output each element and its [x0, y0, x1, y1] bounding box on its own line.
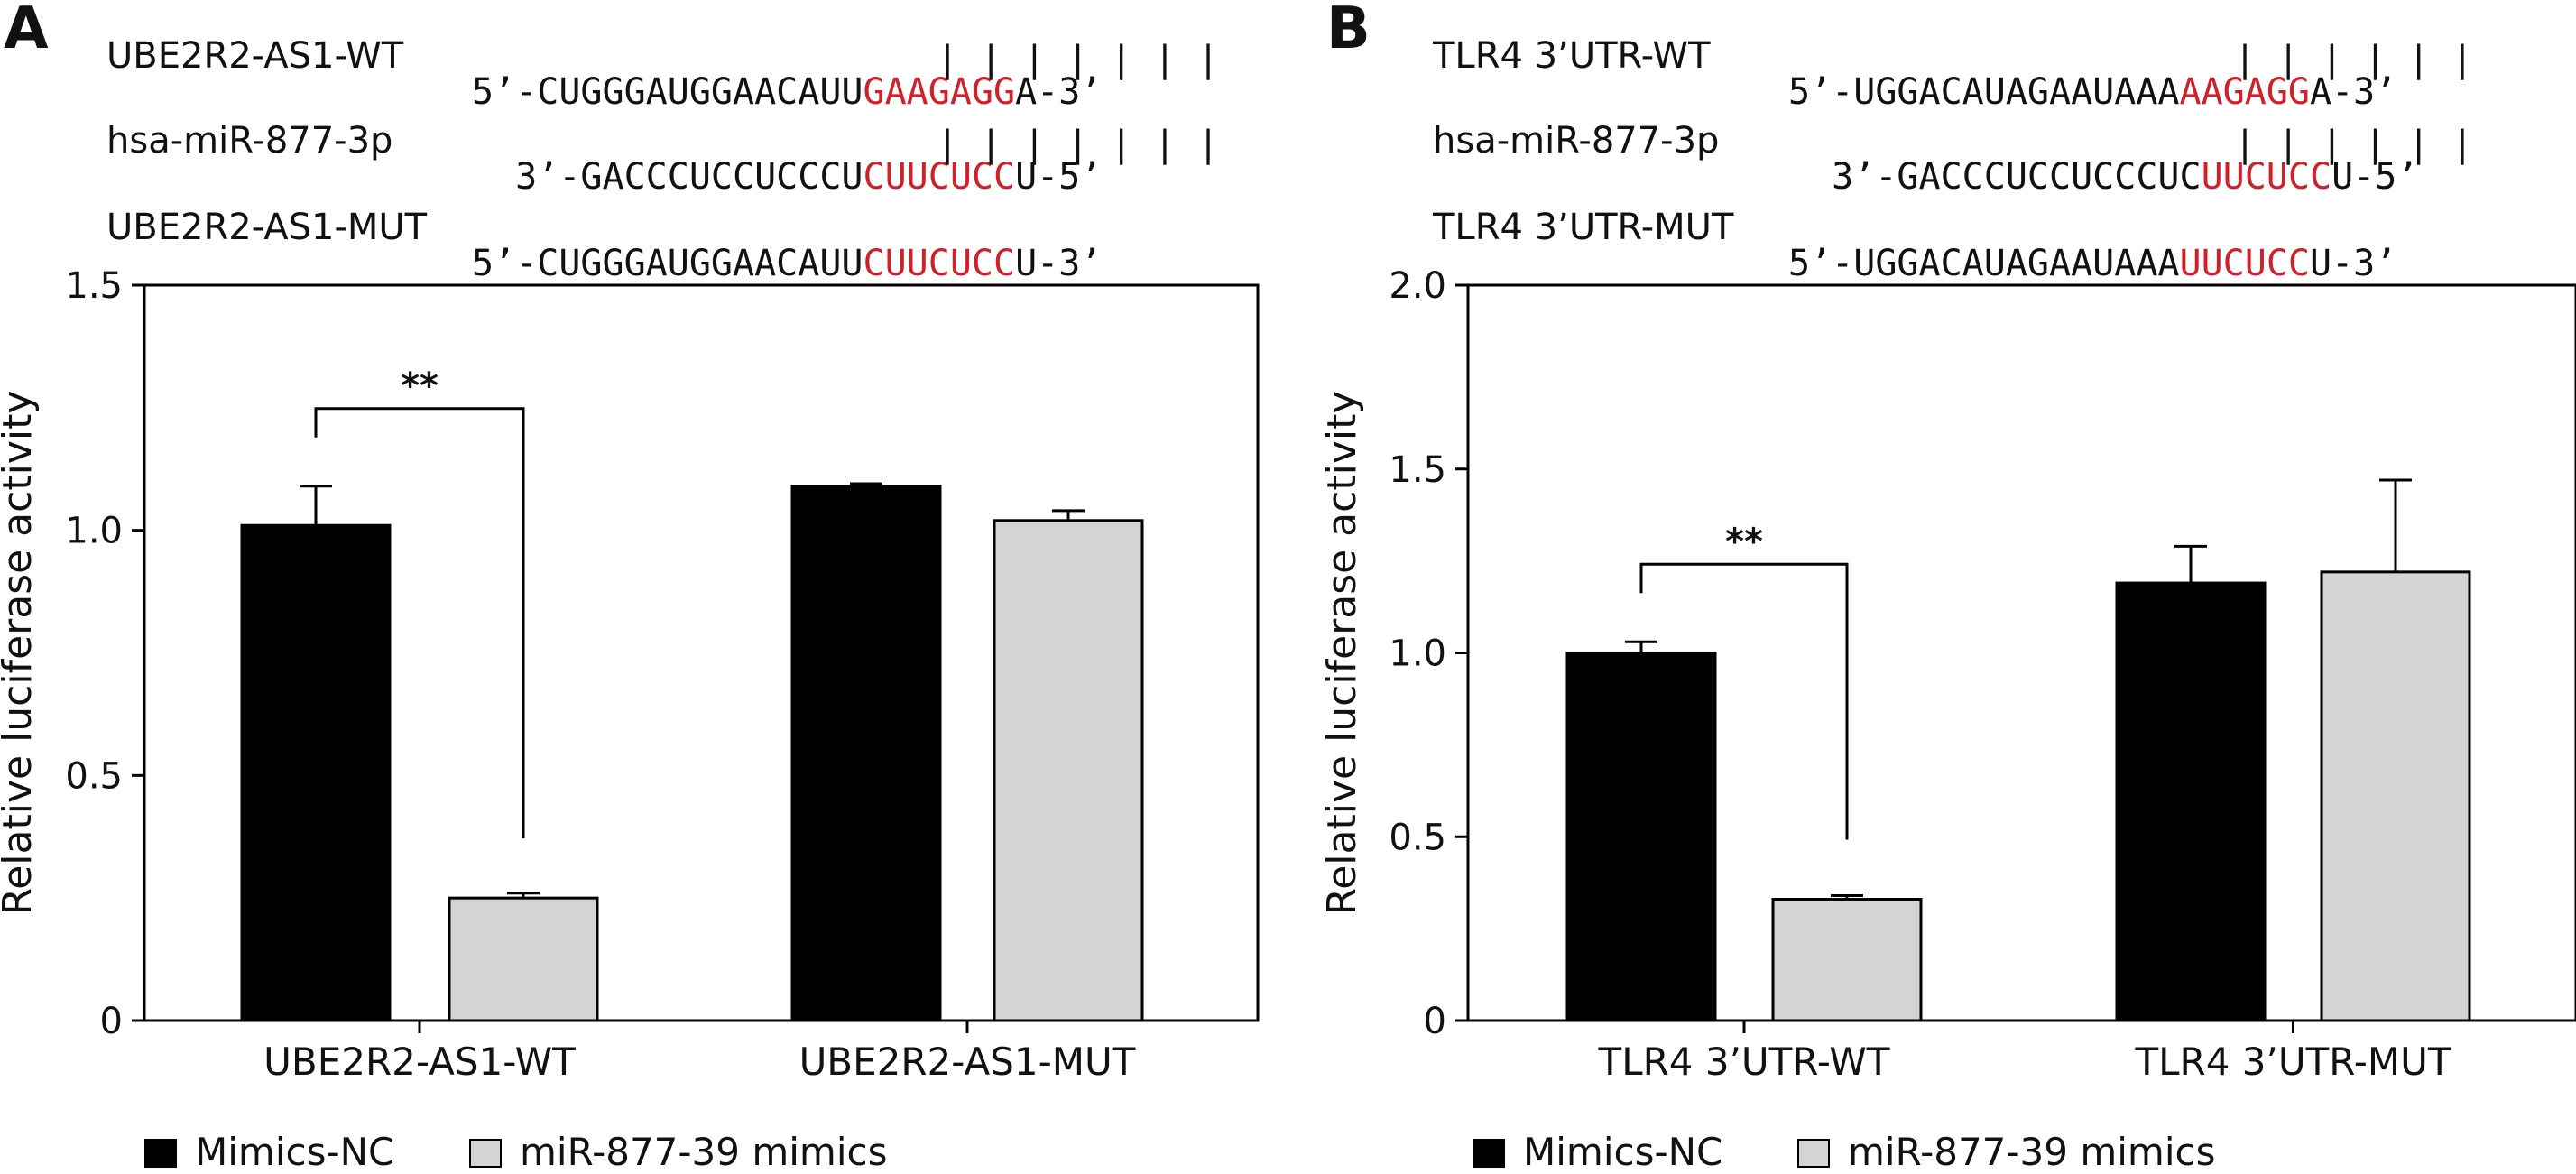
sequence-text: 5’-UGGACAUAGAAUAAAAAGAGGA-3’ [1788, 74, 2396, 110]
sequence-row-mut: UBE2R2-AS1-MUT 5’-CUGGGAUGGAACAUUCUUCUCC… [106, 173, 1102, 318]
x-tick-label: TLR4 3’UTR-WT [1598, 1040, 1890, 1084]
sequence-prefix: 5’-UGGACAUAGAAUAAA [1788, 243, 2180, 284]
legend-label: Mimics-NC [1523, 1130, 1723, 1174]
bar-chart-a: UBE2R2-AS1-WT UBE2R2-AS1-MUT 0 0.5 1.0 1.5 Rel… [0, 265, 1260, 1084]
bar [1565, 652, 1717, 1022]
sequence-label: UBE2R2-AS1-MUT [106, 207, 428, 248]
sequence-row-wt: TLR4 3’UTR-WT 5’-UGGACAUAGAAUAAAAAGAGGA-… [1433, 2, 2396, 146]
significance-bracket [1639, 562, 1849, 840]
legend-swatch [144, 1139, 177, 1168]
pair-marks-top: | | | | | | [2234, 39, 2473, 80]
y-tick-label: 1.0 [65, 511, 123, 552]
sequence-row-mirna: hsa-miR-877-3p 3’-GACCCUCCUCCCUCUUCUCCU-… [1433, 87, 2418, 231]
bar [993, 519, 1144, 1022]
y-tick-label: 0 [100, 1001, 123, 1042]
x-tick-label: TLR4 3’UTR-MUT [2134, 1040, 2451, 1084]
sequence-text: 3’-GACCCUCCUCCCUCUUCUCCU-5’ [472, 159, 1102, 195]
panel-letter: B [1326, 0, 1371, 62]
pair-marks-bottom: | | | | | | [2234, 124, 2473, 165]
bar [1771, 898, 1923, 1022]
sequence-suffix: U-3’ [2309, 243, 2397, 284]
sequence-label: hsa-miR-877-3p [1433, 120, 1720, 162]
legend-label: Mimics-NC [195, 1130, 395, 1174]
x-tick-label: UBE2R2-AS1-MUT [799, 1040, 1136, 1084]
sequence-text: 5’-CUGGGAUGGAACAUUGAAGAGGA-3’ [472, 74, 1102, 110]
sequence-row-wt: UBE2R2-AS1-WT 5’-CUGGGAUGGAACAUUGAAGAGGA… [106, 2, 1102, 146]
sequence-prefix: 5’-UGGACAUAGAAUAAA [1788, 71, 2180, 113]
panel-b: B TLR4 3’UTR-WT 5’-UGGACAUAGAAUAAAAAGAGG… [1323, 0, 2576, 1174]
sequence-prefix: 5’-CUGGGAUGGAACAUU [472, 243, 863, 284]
sequence-text: 5’-UGGACAUAGAAUAAAUUCUCCU-3’ [1788, 245, 2396, 282]
y-tick-label: 0 [1424, 1001, 1446, 1042]
bar [790, 485, 942, 1022]
y-axis-label: Relative luciferase activity [1323, 391, 1365, 916]
binding-site: GAAGAGG [863, 71, 1016, 113]
sequence-suffix: U-5’ [1015, 156, 1103, 198]
sequence-row-mut: TLR4 3’UTR-MUT 5’-UGGACAUAGAAUAAAUUCUCCU… [1433, 173, 2396, 318]
bar [240, 523, 392, 1022]
bar-chart-b: TLR4 3’UTR-WT TLR4 3’UTR-MUT 0 0.5 1.0 1.5 2.0… [1323, 265, 2576, 1084]
sequence-label: UBE2R2-AS1-WT [106, 35, 404, 77]
sequence-text: 5’-CUGGGAUGGAACAUUCUUCUCCU-3’ [472, 245, 1102, 282]
bar [2320, 570, 2471, 1022]
significance-label: ** [401, 365, 439, 407]
sequence-suffix: A-3’ [2309, 71, 2397, 113]
sequence-label: TLR4 3’UTR-MUT [1433, 207, 1734, 248]
sequence-label: TLR4 3’UTR-WT [1433, 35, 1711, 77]
binding-site: UUCUCC [2201, 156, 2332, 198]
sequence-suffix: A-3’ [1015, 71, 1103, 113]
plot-frame [143, 283, 1260, 1022]
legend-label: miR-877-39 mimics [1848, 1130, 2216, 1174]
significance-bracket [314, 407, 525, 839]
x-tick-label: UBE2R2-AS1-WT [263, 1040, 576, 1084]
legend-label: miR-877-39 mimics [520, 1130, 888, 1174]
binding-site: AAGAGG [2179, 71, 2310, 113]
binding-site: CUUCUCC [863, 156, 1016, 198]
legend-swatch [1797, 1139, 1830, 1168]
y-tick-label: 1.0 [1389, 633, 1446, 675]
y-tick-label: 0.5 [65, 755, 123, 797]
sequence-text: 3’-GACCCUCCUCCCUCUUCUCCU-5’ [1788, 159, 2418, 195]
sequence-suffix: U-3’ [1015, 243, 1103, 284]
binding-site: UUCUCC [2179, 243, 2310, 284]
sequence-prefix: 5’-CUGGGAUGGAACAUU [472, 71, 863, 113]
bar [448, 896, 599, 1022]
binding-site: CUUCUCC [863, 243, 1016, 284]
y-tick-label: 1.5 [65, 265, 123, 307]
legend-swatch [1473, 1139, 1505, 1168]
sequence-prefix: 3’-GACCCUCCUCCCU [472, 156, 863, 198]
bar [2115, 581, 2267, 1022]
significance-label: ** [1725, 521, 1763, 562]
pair-marks-bottom: | | | | | | | [937, 124, 1220, 165]
y-tick-label: 0.5 [1389, 817, 1446, 858]
legend-swatch [469, 1139, 502, 1168]
sequence-prefix: 3’-GACCCUCCUCCCUC [1788, 156, 2202, 198]
y-tick-label: 1.5 [1389, 449, 1446, 491]
panel-letter: A [4, 0, 49, 62]
y-tick-label: 2.0 [1389, 265, 1446, 307]
sequence-label: hsa-miR-877-3p [106, 120, 393, 162]
sequence-row-mirna: hsa-miR-877-3p 3’-GACCCUCCUCCCUCUUCUCCU-… [106, 87, 1102, 231]
panel-a: A UBE2R2-AS1-WT 5’-CUGGGAUGGAACAUUGAAGAG… [0, 0, 1281, 1174]
sequence-suffix: U-5’ [2331, 156, 2419, 198]
pair-marks-top: | | | | | | | [937, 39, 1220, 80]
y-axis-label: Relative luciferase activity [0, 391, 41, 916]
